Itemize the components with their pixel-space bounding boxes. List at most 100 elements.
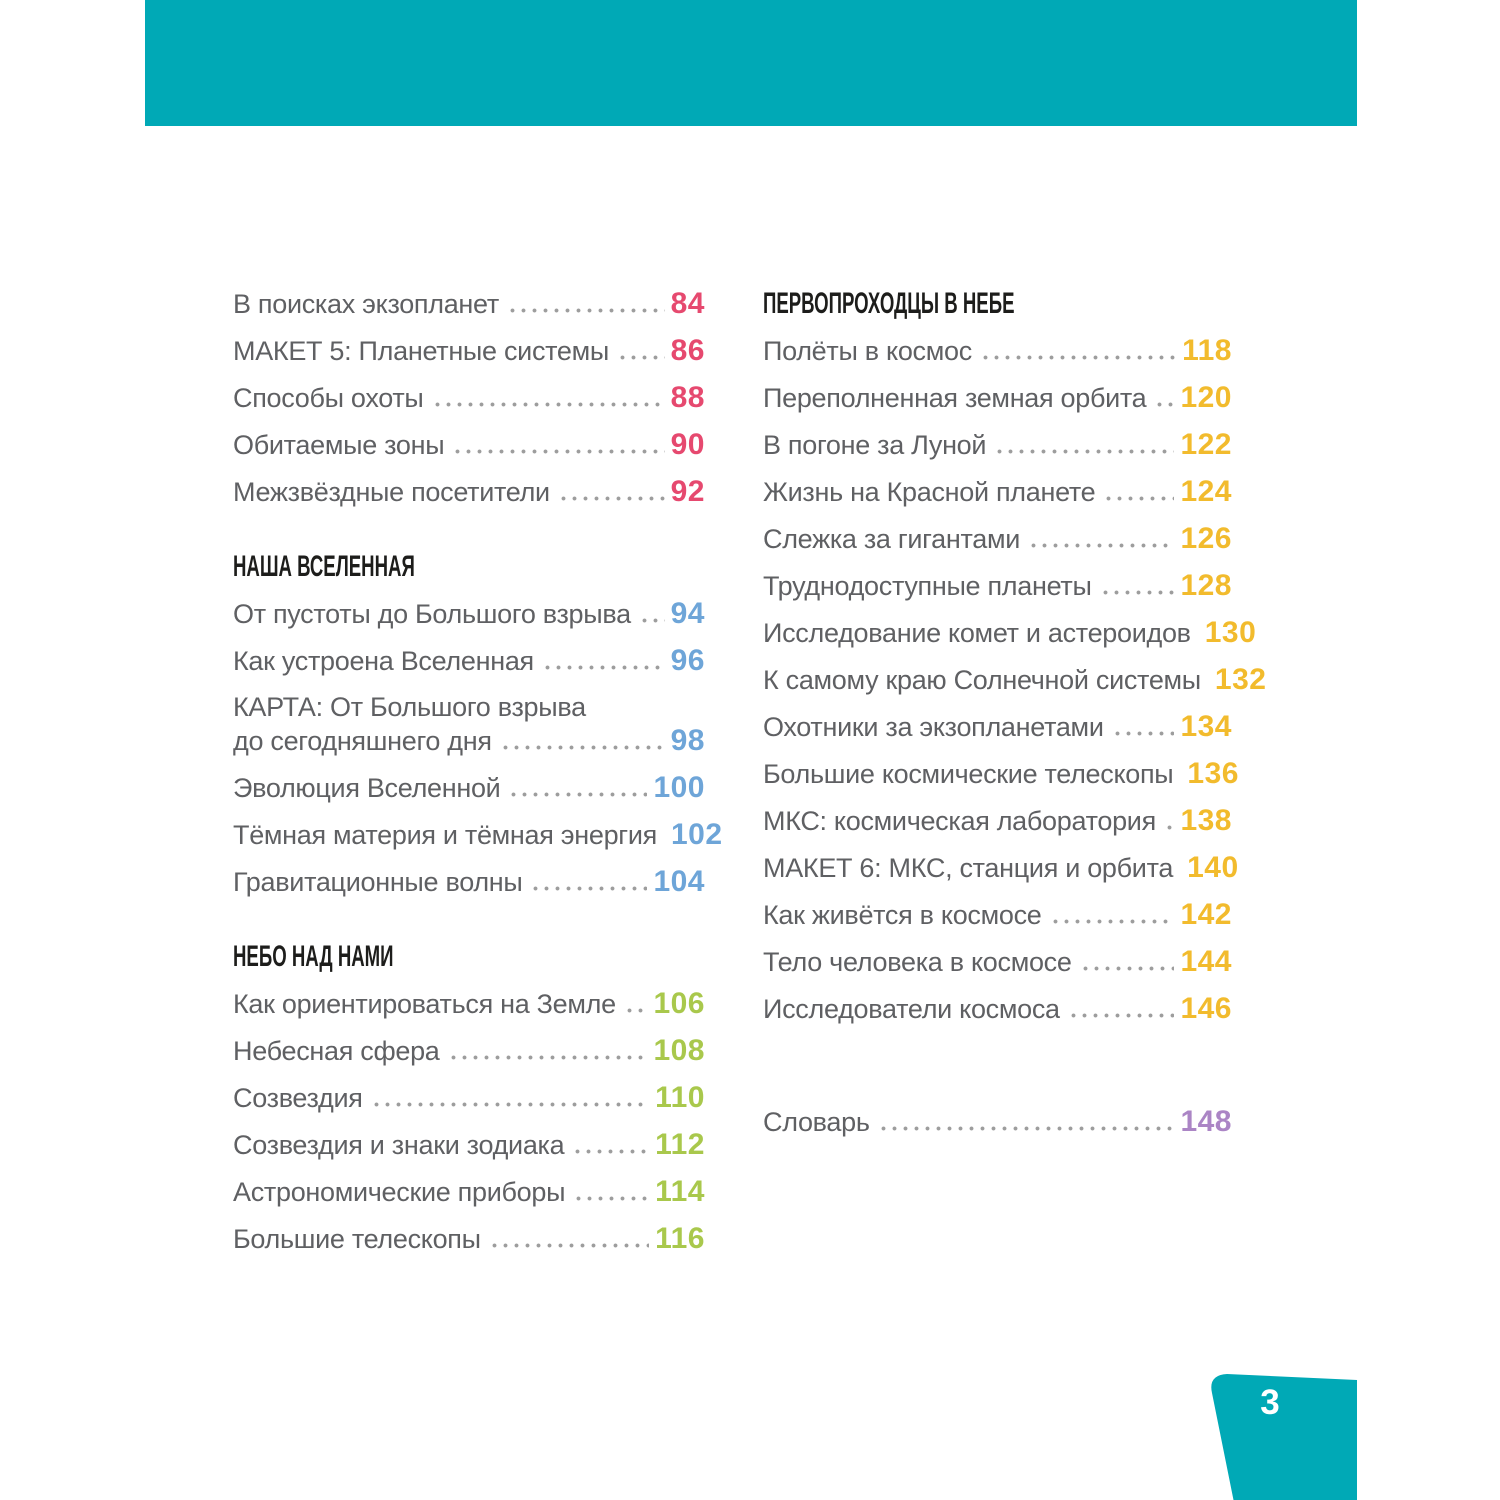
dot-leader <box>530 878 648 891</box>
dot-leader <box>370 1094 650 1107</box>
toc-entry: Как ориентироваться на Земле 106 <box>233 980 705 1027</box>
toc-entry-page: 138 <box>1180 803 1232 837</box>
dot-leader <box>1154 394 1175 407</box>
toc-entry-row: Астрономические приборы 114 <box>233 1175 705 1209</box>
toc-entry-page: 144 <box>1180 944 1232 978</box>
toc-entry-page: 132 <box>1214 662 1267 696</box>
toc-entry-page: 98 <box>670 723 705 757</box>
toc-entry: Полёты в космос 118 <box>763 327 1232 374</box>
toc-entry: МАКЕТ 6: МКС, станция и орбита 140 <box>763 844 1238 891</box>
dot-leader <box>508 784 648 797</box>
toc-entry-label: Слежка за гигантами <box>763 523 1020 554</box>
toc-entry: МАКЕТ 5: Планетные системы 86 <box>233 327 705 374</box>
toc-entry-page: 126 <box>1180 521 1232 555</box>
toc-entry-page: 118 <box>1182 333 1232 367</box>
toc-entry: Жизнь на Красной планете 124 <box>763 468 1232 515</box>
toc-entry-label: Исследование комет и астероидов <box>763 617 1191 648</box>
toc-entry-label: Тело человека в космосе <box>763 946 1072 977</box>
toc-entry-page: 108 <box>653 1033 705 1067</box>
dot-leader <box>431 394 665 407</box>
toc-entry-row: Созвездия 110 <box>233 1081 705 1115</box>
dot-leader <box>1027 535 1175 548</box>
toc-entry-page: 104 <box>653 864 705 898</box>
dot-leader <box>572 1141 650 1154</box>
toc-entry: Слежка за гигантами 126 <box>763 515 1232 562</box>
dot-leader <box>452 441 665 454</box>
toc-entry-page: 106 <box>653 986 705 1020</box>
toc-entry: Как устроена Вселенная 96 <box>233 637 705 684</box>
dot-leader <box>1111 723 1175 736</box>
dot-leader <box>1049 911 1175 924</box>
toc-entry: Большие телескопы 116 <box>233 1215 705 1262</box>
dot-leader <box>994 441 1175 454</box>
toc-entry-row: Переполненная земная орбита 120 <box>763 381 1232 415</box>
toc-entry-label: Труднодоступные планеты <box>763 570 1092 601</box>
toc-entry: Обитаемые зоны 90 <box>233 421 705 468</box>
toc-entry: Тело человека в космосе 144 <box>763 938 1232 985</box>
toc-entry: Охотники за экзопланетами 134 <box>763 703 1232 750</box>
page-number: 3 <box>1260 1383 1280 1422</box>
toc-entry-label: Полёты в космос <box>763 335 972 366</box>
toc-column-right: ПЕРВОПРОХОДЦЫ В НЕБЕ Полёты в космос 118 Пе… <box>763 280 1266 1145</box>
toc-entry-label: Гравитационные волны <box>233 866 523 897</box>
dot-leader <box>506 300 665 313</box>
toc-entry-label: МКС: космическая лаборатория <box>763 805 1156 836</box>
toc-entry-page: 148 <box>1180 1104 1232 1138</box>
toc-entry-label-line: КАРТА: От Большого взрыва <box>233 691 586 722</box>
toc-entry-row: Полёты в космос 118 <box>763 334 1232 368</box>
header-band <box>145 0 1357 126</box>
dot-leader <box>499 737 665 750</box>
toc-entry: Эволюция Вселенной 100 <box>233 764 705 811</box>
toc-entry-page: 84 <box>670 286 705 320</box>
toc-entry-row: Жизнь на Красной планете 124 <box>763 475 1232 509</box>
toc-entry-label: МАКЕТ 6: МКС, станция и орбита <box>763 852 1174 883</box>
toc-entry-page: 102 <box>670 817 723 851</box>
toc-entry-page: 116 <box>655 1221 705 1255</box>
toc-entry-label: В погоне за Луной <box>763 429 987 460</box>
toc-entry-row: От пустоты до Большого взрыва 94 <box>233 597 705 631</box>
toc-entry-label: Способы охоты <box>233 382 424 413</box>
toc-entry-row: МАКЕТ 6: МКС, станция и орбита 140 <box>763 851 1238 885</box>
section-heading: НАША ВСЕЛЕННАЯ <box>233 549 415 583</box>
toc-entry-row: МАКЕТ 5: Планетные системы 86 <box>233 334 705 368</box>
toc-entry-row: В поисках экзопланет 84 <box>233 287 705 321</box>
toc-entry-label: Эволюция Вселенной <box>233 772 501 803</box>
toc-entry: Тёмная материя и тёмная энергия 102 <box>233 811 722 858</box>
toc-entry-row: Труднодоступные планеты 128 <box>763 569 1232 603</box>
toc-columns: В поисках экзопланет 84 МАКЕТ 5: Планетные… <box>233 280 1266 1262</box>
page-number-tab <box>1211 1374 1357 1500</box>
toc-entry-row: Большие телескопы 116 <box>233 1222 705 1256</box>
toc-entry-page: 96 <box>670 643 705 677</box>
toc-entry-page: 122 <box>1180 427 1232 461</box>
toc-entry-label: От пустоты до Большого взрыва <box>233 598 631 629</box>
toc-entry-page: 94 <box>670 596 705 630</box>
dot-leader <box>1099 582 1175 595</box>
toc-entry-row: МКС: космическая лаборатория 138 <box>763 804 1232 838</box>
toc-entry-page: 124 <box>1180 474 1232 508</box>
toc-entry-row: Охотники за экзопланетами 134 <box>763 710 1232 744</box>
dot-leader <box>623 1000 648 1013</box>
dot-leader <box>1103 488 1175 501</box>
dot-leader <box>617 347 665 360</box>
toc-entry: МКС: космическая лаборатория 138 <box>763 797 1232 844</box>
dot-leader <box>557 488 665 501</box>
toc-entry-label: Переполненная земная орбита <box>763 382 1147 413</box>
toc-entry-row: Тёмная материя и тёмная энергия 102 <box>233 818 722 852</box>
toc-entry-page: 114 <box>655 1174 705 1208</box>
toc-entry-page: 134 <box>1180 709 1232 743</box>
toc-entry-label: Исследователи космоса <box>763 993 1060 1024</box>
toc-entry-label: Как устроена Вселенная <box>233 645 534 676</box>
toc-entry-page: 100 <box>653 770 705 804</box>
dot-leader <box>638 610 665 623</box>
section-heading: ПЕРВОПРОХОДЦЫ В НЕБЕ <box>763 286 1015 320</box>
page-number-tab-shape <box>1211 1374 1357 1500</box>
toc-entry: Небесная сфера 108 <box>233 1027 705 1074</box>
toc-entry-row: Созвездия и знаки зодиака 112 <box>233 1128 705 1162</box>
toc-entry-row: Тело человека в космосе 144 <box>763 945 1232 979</box>
toc-entry: КАРТА: От Большого взрыва до сегодняшнего… <box>233 684 705 764</box>
toc-entry-row: Исследование комет и астероидов 130 <box>763 616 1256 650</box>
toc-entry: Способы охоты 88 <box>233 374 705 421</box>
toc-entry: Исследователи космоса 146 <box>763 985 1232 1032</box>
toc-entry: В погоне за Луной 122 <box>763 421 1232 468</box>
toc-entry-row: Слежка за гигантами 126 <box>763 522 1232 556</box>
